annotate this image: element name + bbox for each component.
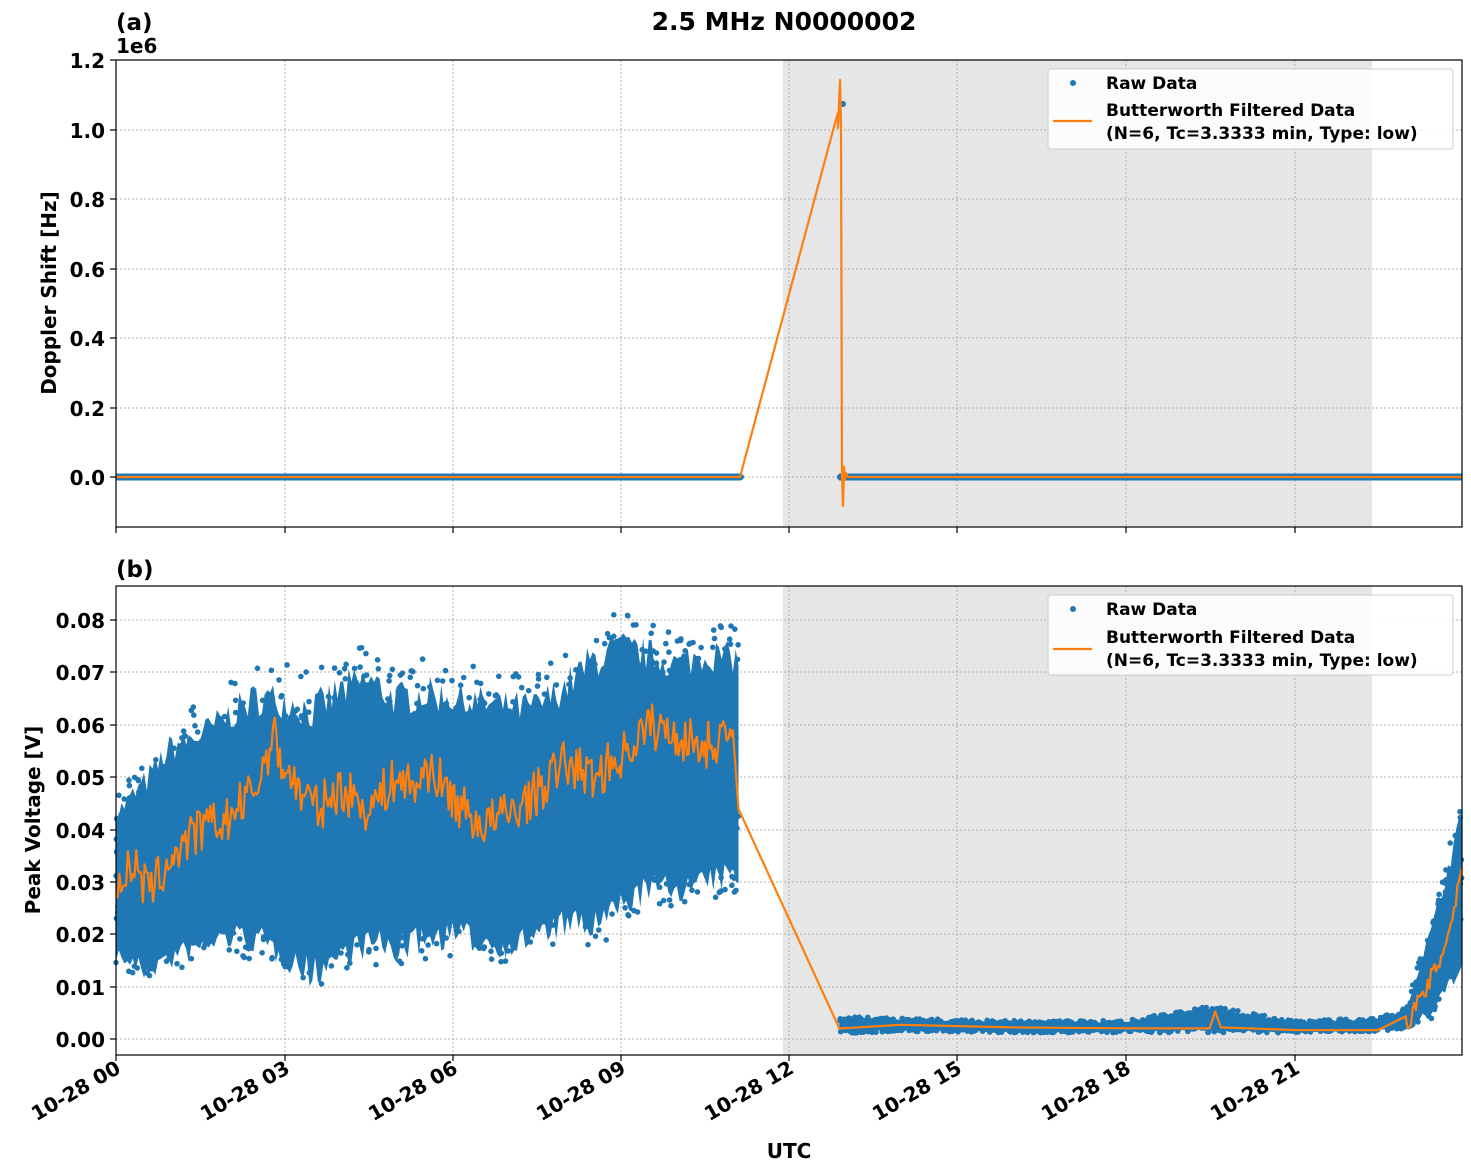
panel-b: (b) [21, 557, 1465, 1163]
panel-a-yticks [110, 59, 116, 478]
ytick-label: 0.04 [56, 819, 105, 843]
legend-filtered-label-1: Butterworth Filtered Data [1106, 101, 1355, 121]
panel-b-label: (b) [116, 557, 154, 583]
panel-b-filtered-line [115, 703, 1463, 1032]
panel-a-offset-text: 1e6 [116, 34, 157, 58]
ytick-label: 0.07 [56, 661, 105, 685]
xtick-label: 10-28 00 [27, 1056, 125, 1126]
ytick-label: 1.0 [70, 119, 105, 143]
ytick-label: 0.03 [56, 871, 105, 895]
xtick-label: 10-28 18 [1037, 1056, 1135, 1126]
raw-data-marker-icon [1070, 606, 1076, 612]
xtick-label: 10-28 21 [1206, 1056, 1304, 1126]
ytick-label: 0.4 [70, 327, 105, 351]
panel-b-ylabel: Peak Voltage [V] [21, 726, 45, 915]
ytick-label: 0.08 [56, 609, 105, 633]
figure-title: 2.5 MHz N0000002 [652, 7, 917, 36]
raw-data-marker-icon [1070, 80, 1076, 86]
ytick-label: 0.01 [56, 976, 105, 1000]
panel-a-filtered-line [116, 78, 1462, 508]
legend-raw-label: Raw Data [1106, 600, 1197, 620]
legend-filtered-label-1: Butterworth Filtered Data [1106, 628, 1355, 648]
ytick-label: 0.00 [56, 1028, 105, 1052]
xtick-label: 10-28 09 [532, 1056, 630, 1126]
ytick-label: 0.0 [70, 466, 105, 490]
panel-a-xticks [115, 527, 1296, 533]
legend-filtered-label-2: (N=6, Tc=3.3333 min, Type: low) [1106, 651, 1418, 671]
panel-b-legend: Raw Data Butterworth Filtered Data (N=6,… [1047, 594, 1454, 676]
ytick-label: 0.8 [70, 188, 105, 212]
ytick-label: 0.2 [70, 397, 105, 421]
panel-b-yticks [110, 619, 116, 1040]
panel-a-legend: Raw Data Butterworth Filtered Data (N=6,… [1047, 68, 1454, 150]
panel-b-ytick-labels: 0.08 0.07 0.06 0.05 0.04 0.03 0.02 0.01 … [56, 609, 105, 1052]
panel-a-label: (a) [116, 10, 153, 36]
legend-filtered-label-2: (N=6, Tc=3.3333 min, Type: low) [1106, 124, 1418, 144]
xtick-label: 10-28 12 [700, 1056, 798, 1126]
panel-b-xticks [115, 1055, 1296, 1061]
xtick-label: 10-28 03 [196, 1056, 294, 1126]
ytick-label: 0.05 [56, 766, 105, 790]
xtick-label: 10-28 06 [364, 1056, 462, 1126]
x-axis-label: UTC [767, 1139, 812, 1163]
ytick-label: 0.06 [56, 714, 105, 738]
panel-a-ytick-labels: 1.2 1.0 0.8 0.6 0.4 0.2 0.0 [70, 49, 105, 490]
ytick-label: 0.02 [56, 923, 105, 947]
ytick-label: 0.6 [70, 258, 105, 282]
xtick-label: 10-28 15 [868, 1056, 966, 1126]
legend-raw-label: Raw Data [1106, 74, 1197, 94]
ytick-label: 1.2 [70, 49, 105, 73]
xtick-labels: 10-28 00 10-28 03 10-28 06 10-28 09 10-2… [27, 1056, 1304, 1126]
panel-a: (a) 1e6 [37, 10, 1463, 533]
panel-a-ylabel: Doppler Shift [Hz] [37, 191, 61, 395]
